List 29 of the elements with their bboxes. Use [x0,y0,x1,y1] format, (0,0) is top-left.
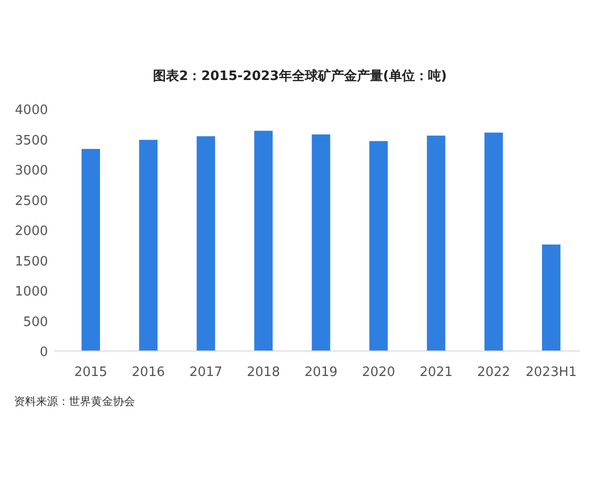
bar [139,140,158,351]
chart-title: 图表2：2015-2023年全球矿产金产量(单位：吨) [153,68,447,84]
text: 资料来源：世界黄金协会 [14,395,135,408]
x-tick-label: 2015 [74,365,108,380]
x-tick-label: 2021 [420,365,453,380]
y-tick-label: 2500 [14,194,48,209]
y-tick-label: 2000 [14,224,48,239]
x-tick-label: 2023H1 [526,365,577,380]
y-tick-label: 3000 [14,164,48,178]
x-tick-label: 2016 [132,365,165,380]
y-tick-label: 4000 [14,103,48,118]
bar [484,132,503,351]
bar [312,134,330,351]
bar [82,148,100,351]
x-tick-label: 2017 [189,365,222,380]
x-tick-label: 2018 [246,365,280,380]
bar [426,136,446,351]
y-tick-label: 1500 [14,254,48,270]
y-tick-label: 1000 [14,284,48,300]
x-tick-label: 2019 [304,365,338,380]
y-tick-label: 3500 [14,133,48,148]
bar [369,141,388,351]
bar [542,244,560,351]
x-tick-label: 2020 [362,365,396,380]
x-tick-label: 2022 [477,365,510,380]
y-tick-label: 500 [23,314,48,330]
y-tick-label: 0 [40,345,48,360]
bar [254,130,273,351]
bar [196,136,216,351]
